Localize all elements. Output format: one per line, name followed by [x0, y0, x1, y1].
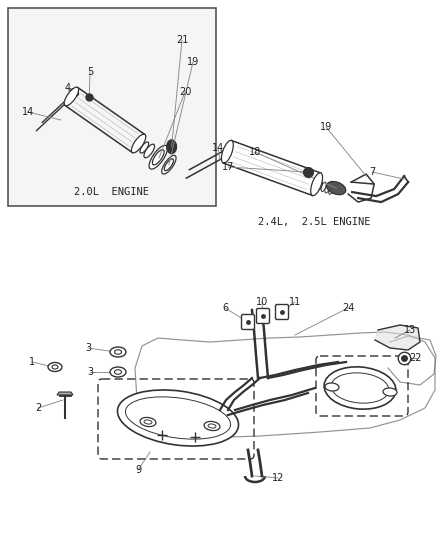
Text: 17: 17 [221, 162, 233, 172]
Ellipse shape [204, 422, 219, 431]
Polygon shape [374, 325, 419, 350]
Ellipse shape [321, 182, 325, 191]
Ellipse shape [324, 383, 338, 391]
Text: 6: 6 [222, 303, 228, 313]
Ellipse shape [208, 424, 215, 428]
Ellipse shape [140, 142, 148, 153]
Text: 22: 22 [409, 353, 421, 363]
Text: 19: 19 [319, 122, 332, 132]
Bar [8, 8, 215, 206]
Ellipse shape [166, 140, 176, 154]
Ellipse shape [117, 390, 238, 446]
Ellipse shape [164, 159, 173, 171]
Ellipse shape [48, 362, 62, 372]
Text: 21: 21 [175, 35, 188, 45]
Text: 12: 12 [271, 473, 283, 483]
Text: 18: 18 [248, 147, 261, 157]
Ellipse shape [323, 367, 395, 409]
Polygon shape [57, 392, 73, 395]
Ellipse shape [114, 370, 121, 374]
Ellipse shape [144, 420, 152, 424]
Text: 5: 5 [87, 67, 93, 77]
Text: 24: 24 [341, 303, 353, 313]
Text: 7: 7 [368, 167, 374, 177]
Ellipse shape [110, 347, 126, 357]
Text: 3: 3 [85, 343, 91, 353]
Text: 13: 13 [403, 325, 415, 335]
Ellipse shape [144, 144, 154, 158]
Text: 2.0L  ENGINE: 2.0L ENGINE [74, 187, 149, 197]
Ellipse shape [140, 417, 155, 426]
Text: 2.4L,  2.5L ENGINE: 2.4L, 2.5L ENGINE [258, 217, 370, 227]
Ellipse shape [330, 373, 388, 403]
Text: 11: 11 [288, 297, 300, 307]
Ellipse shape [131, 134, 145, 153]
FancyBboxPatch shape [241, 314, 254, 329]
Text: 20: 20 [178, 87, 191, 97]
Ellipse shape [313, 179, 318, 189]
Ellipse shape [221, 140, 233, 163]
Ellipse shape [149, 146, 167, 169]
Ellipse shape [114, 350, 121, 354]
Ellipse shape [317, 181, 322, 190]
Ellipse shape [125, 397, 230, 439]
Ellipse shape [326, 181, 345, 195]
Ellipse shape [161, 156, 176, 174]
Text: 19: 19 [187, 57, 199, 67]
Text: 14: 14 [212, 143, 224, 153]
Text: 14: 14 [22, 107, 34, 117]
FancyBboxPatch shape [275, 304, 288, 319]
Text: 10: 10 [255, 297, 268, 307]
Ellipse shape [328, 185, 333, 195]
Ellipse shape [152, 150, 164, 165]
Ellipse shape [135, 139, 141, 148]
Ellipse shape [52, 365, 58, 369]
Ellipse shape [64, 87, 78, 106]
Ellipse shape [382, 388, 396, 396]
Text: 9: 9 [134, 465, 141, 475]
Text: 1: 1 [29, 357, 35, 367]
Text: 4: 4 [65, 83, 71, 93]
Ellipse shape [324, 183, 329, 193]
Text: 2: 2 [35, 403, 41, 413]
Text: 3: 3 [87, 367, 93, 377]
FancyBboxPatch shape [256, 309, 269, 324]
Ellipse shape [110, 367, 126, 377]
Ellipse shape [70, 88, 78, 96]
Ellipse shape [310, 173, 322, 196]
